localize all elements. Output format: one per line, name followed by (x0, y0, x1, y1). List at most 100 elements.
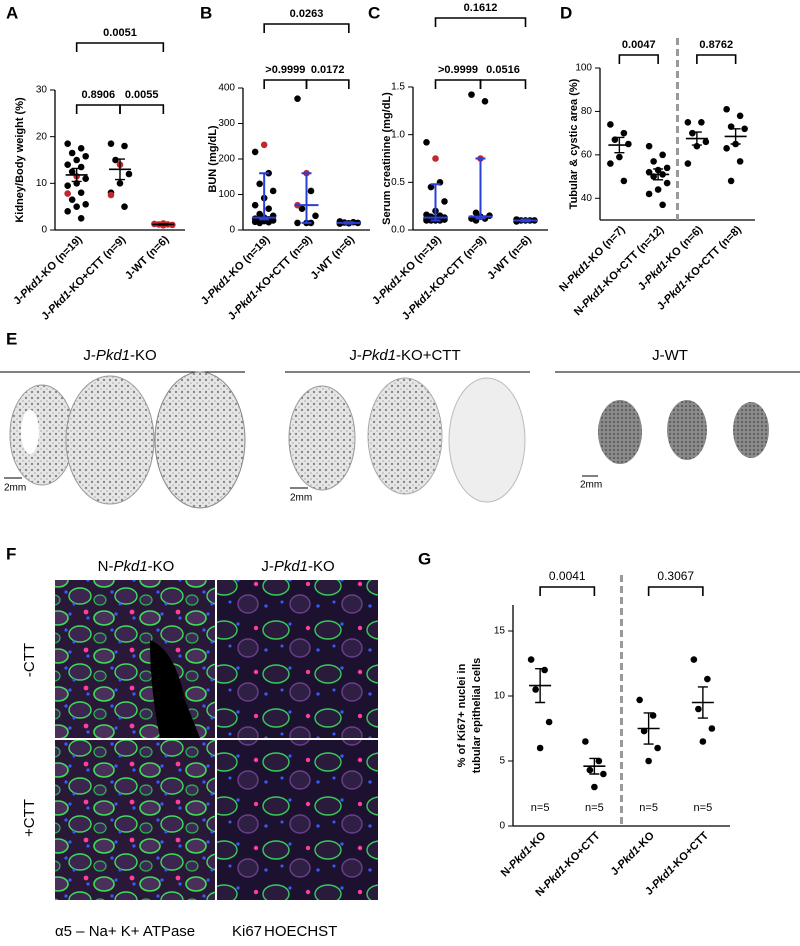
range-bar (430, 183, 441, 222)
y-tick-label: 5 (499, 756, 505, 767)
y-tick-label: 0 (41, 225, 47, 236)
data-point (689, 129, 696, 137)
kidney-section (448, 377, 526, 503)
y-tick-label: 100 (218, 189, 235, 200)
kidney-section (9, 384, 75, 486)
data-point (73, 156, 80, 164)
sig-bracket (434, 79, 482, 89)
panel-letter: F (6, 544, 16, 563)
data-point (481, 98, 489, 105)
data-point (659, 151, 666, 159)
range-bar (343, 221, 354, 225)
sig-bracket (647, 586, 704, 596)
p-value: 0.0041 (549, 569, 586, 583)
data-point (265, 205, 272, 212)
data-point (256, 210, 263, 218)
x-tick-label: J-Pkd1-KO+CTT (n=9) (400, 233, 489, 322)
y-tick-label: 20 (36, 131, 48, 142)
data-point (645, 142, 653, 150)
data-point (532, 686, 539, 693)
text-span: J- (349, 347, 362, 364)
column-title: N-Pkd1-KO (98, 558, 175, 575)
data-point (125, 170, 133, 178)
y-tick-label: 0 (499, 821, 505, 832)
p-value: 0.0263 (290, 8, 324, 20)
scale-label: 2mm (580, 480, 602, 491)
data-point (64, 140, 71, 147)
p-value: >0.9999 (265, 64, 305, 76)
data-point (620, 129, 628, 137)
x-tick-label: N-Pkd1-KO (499, 829, 549, 879)
data-point (654, 186, 662, 193)
sig-bracket (696, 54, 737, 64)
kidney-section (598, 400, 642, 464)
x-tick-label: J-Pkd1-KO (609, 829, 658, 878)
data-point (312, 212, 319, 220)
text-span: Pkd1 (274, 558, 308, 575)
column-title: J-Pkd1-KO (261, 558, 334, 575)
data-point (741, 125, 748, 133)
sem-bar (115, 158, 125, 181)
data-point (77, 189, 85, 196)
text-span: -KO (n=19) (396, 233, 444, 281)
text-span: -KO+CTT (669, 830, 712, 873)
text-span: Pkd1 (113, 558, 147, 575)
data-point (727, 177, 735, 185)
data-point (636, 696, 643, 704)
data-point (265, 218, 272, 226)
data-point (107, 191, 115, 199)
kidney-section (667, 400, 707, 460)
x-tick-label: J-Pkd1-KO+CTT (n=9) (39, 233, 128, 322)
data-point (64, 190, 71, 197)
micrograph (217, 740, 378, 900)
sem-bar (730, 128, 741, 145)
data-point (663, 164, 671, 172)
p-value: 0.8906 (82, 89, 116, 101)
sem-bar (71, 167, 82, 183)
x-tick-label: J-WT (n=6) (309, 233, 358, 282)
y-tick-label: 1.5 (391, 82, 405, 93)
y-tick-label: 30 (36, 85, 48, 96)
x-tick-label: J-WT (n=6) (485, 233, 534, 282)
text-span: -KO (130, 347, 157, 364)
data-point (121, 203, 128, 210)
data-point (616, 153, 623, 161)
sem-bar (614, 136, 625, 154)
data-point (77, 145, 85, 152)
n-label: n=5 (531, 802, 550, 814)
micrograph (217, 580, 378, 738)
data-point (68, 196, 76, 203)
text-span: N- (98, 558, 114, 575)
y-tick-label: 300 (218, 118, 235, 129)
scale-label: 2mm (290, 493, 312, 504)
data-point (645, 190, 653, 198)
y-axis-label: % of Ki67+ nuclei in (456, 663, 468, 767)
sig-bracket (75, 42, 165, 52)
y-tick-label: 1.0 (391, 129, 405, 140)
p-value: 0.1612 (464, 2, 498, 14)
data-point (654, 744, 661, 752)
data-point (82, 201, 89, 208)
panel-letter: B (200, 3, 212, 22)
sig-bracket (479, 79, 527, 89)
data-point (695, 705, 702, 713)
sem-bar (158, 223, 169, 226)
text-span: -KO (148, 558, 175, 575)
x-tick-label: J-Pkd1-KO+CTT (n=9) (226, 233, 315, 322)
micrograph (55, 740, 215, 900)
data-point (699, 738, 707, 745)
data-point (663, 179, 671, 187)
panel-letter: C (368, 3, 380, 22)
p-value: 0.3067 (657, 569, 694, 583)
data-point (77, 163, 85, 171)
data-point (600, 770, 607, 778)
y-tick-label: 400 (218, 83, 235, 94)
p-value: 0.8762 (699, 39, 733, 51)
p-value: 0.0051 (103, 27, 137, 39)
n-label: n=5 (639, 802, 658, 814)
data-point (702, 138, 710, 146)
data-point (269, 187, 277, 195)
p-value: 0.0172 (311, 64, 345, 76)
data-point (73, 203, 80, 210)
